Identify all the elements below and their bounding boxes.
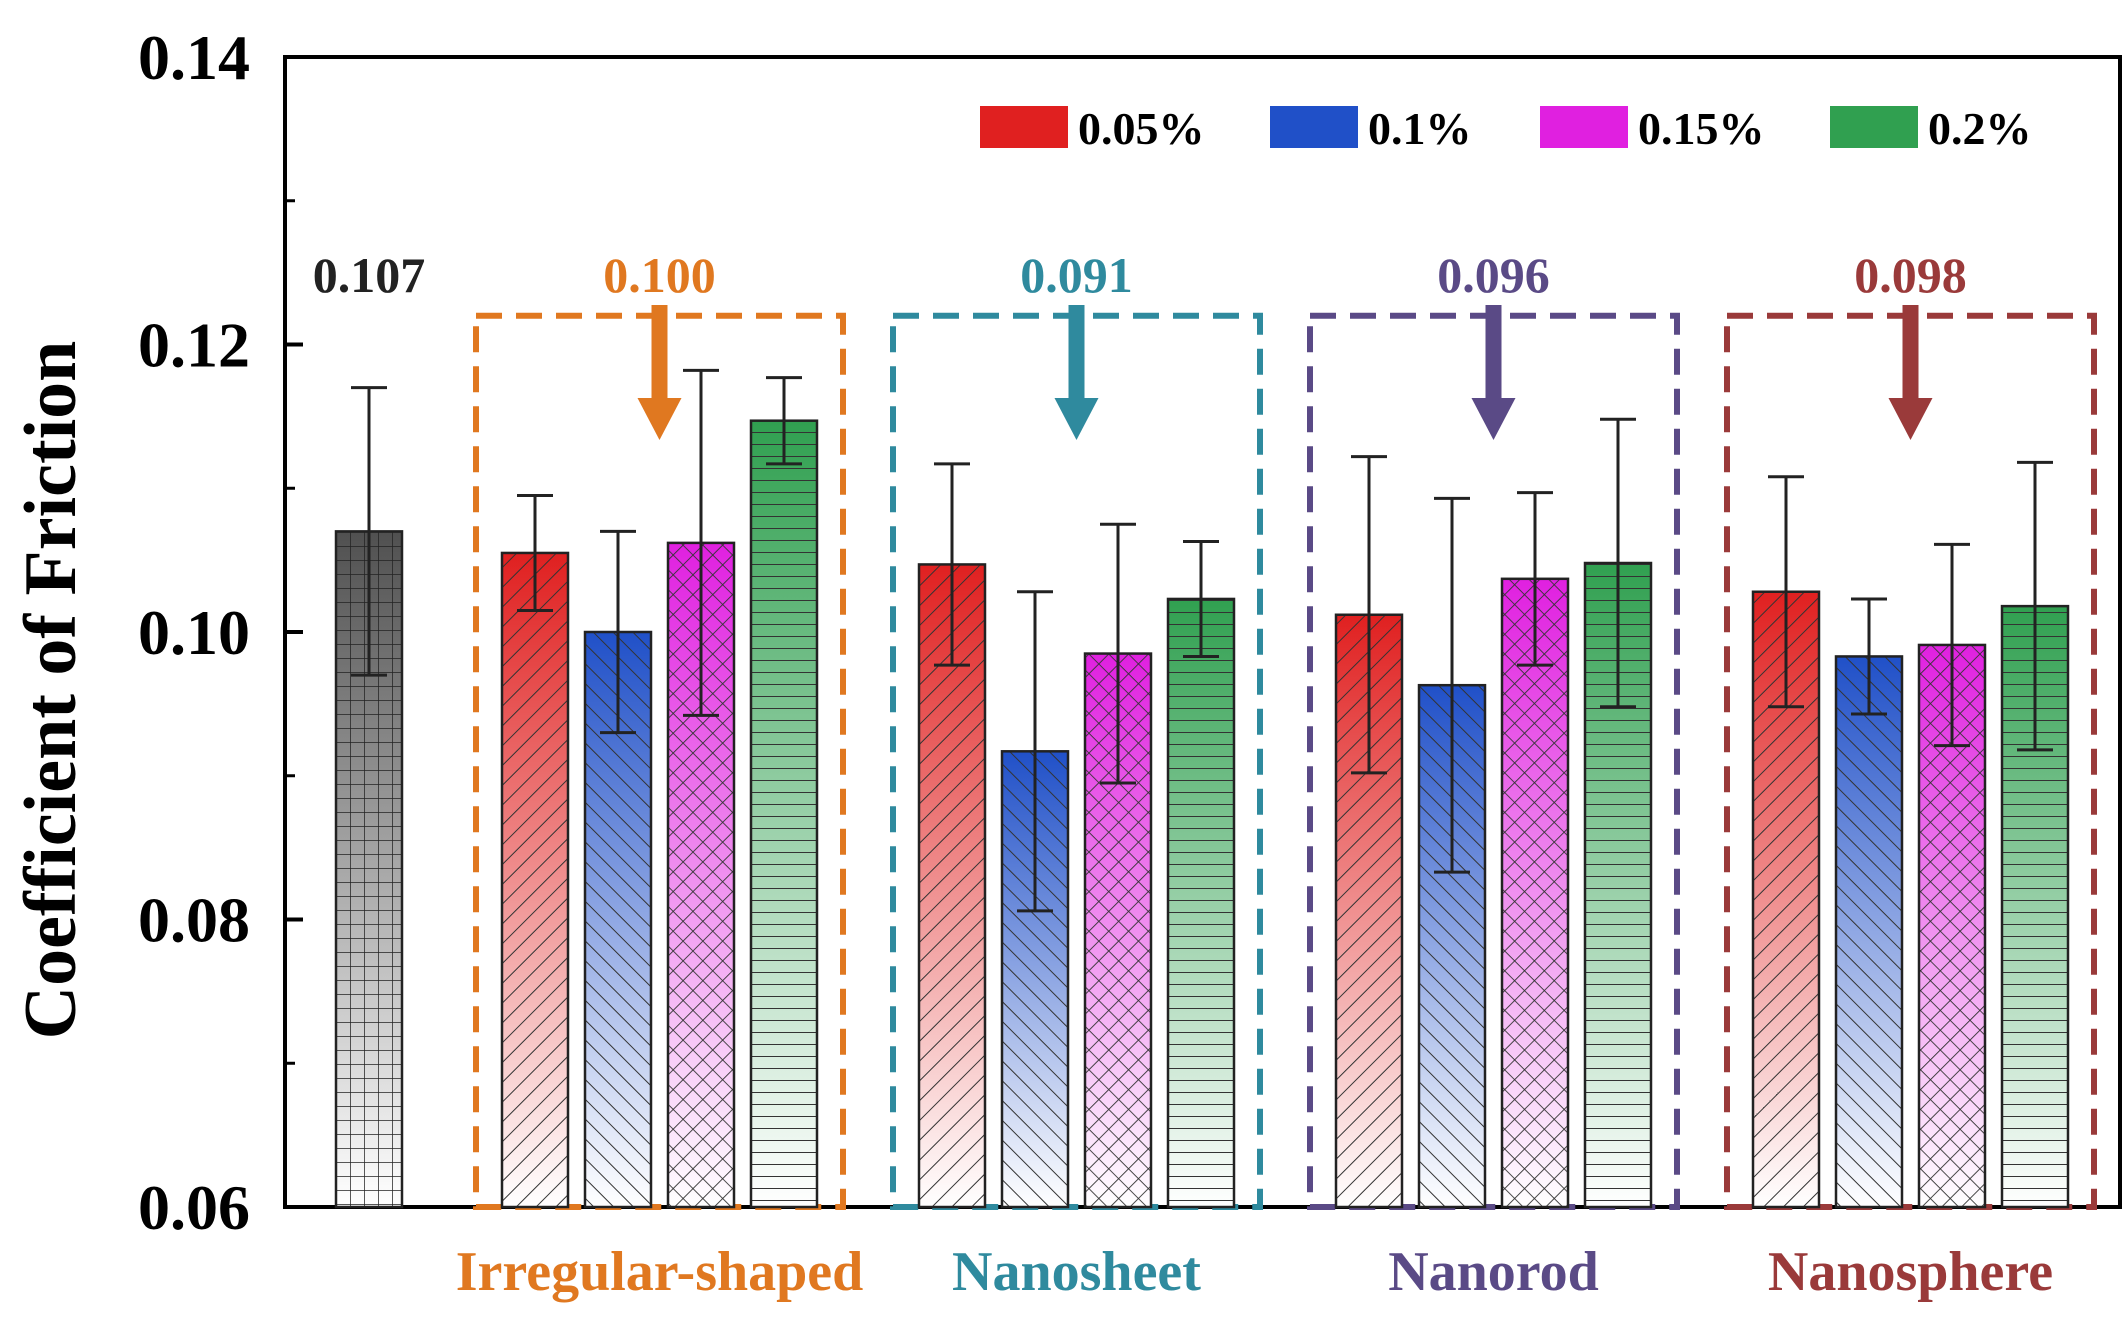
bar-0-3-outline	[749, 419, 819, 1209]
down-arrow-icon	[1485, 305, 1502, 400]
bar-2-3	[1583, 417, 1653, 1209]
y-tick-label: 0.06	[138, 1172, 250, 1243]
y-axis-title: Coefficient of Friction	[10, 341, 92, 1040]
bar-0-1	[583, 529, 653, 1209]
down-arrow-head-icon	[1471, 398, 1516, 440]
y-tick-label: 0.14	[138, 22, 250, 93]
y-tick-label: 0.08	[138, 885, 250, 956]
down-arrow-icon	[1068, 305, 1085, 400]
bar-0-2	[666, 368, 736, 1209]
bar-0-3	[749, 376, 819, 1209]
x-category-label: Nanosphere	[1768, 1241, 2053, 1303]
group-average-label: 0.091	[1020, 247, 1133, 303]
bar-0-0-outline	[500, 551, 570, 1209]
bar-3-1-outline	[1834, 655, 1904, 1209]
bar-1-0	[917, 462, 987, 1209]
down-arrow-head-icon	[1054, 398, 1099, 440]
bar-3-2	[1917, 542, 1987, 1209]
down-arrow-head-icon	[1888, 398, 1933, 440]
bar-2-2	[1500, 491, 1570, 1209]
legend-swatch-0	[980, 106, 1068, 148]
x-category-label: Irregular-shaped	[456, 1241, 864, 1303]
baseline-bar-outline	[334, 530, 404, 1209]
bar-1-3	[1166, 539, 1236, 1209]
bar-3-0	[1751, 475, 1821, 1209]
x-category-label: Nanorod	[1388, 1241, 1599, 1303]
bar-2-1	[1417, 496, 1487, 1209]
legend-label-1: 0.1%	[1368, 103, 1472, 154]
bar-2-0	[1334, 455, 1404, 1209]
group-average-label: 0.098	[1854, 247, 1967, 303]
down-arrow-head-icon	[637, 398, 682, 440]
baseline-value-label: 0.107	[313, 247, 426, 303]
legend-swatch-2	[1540, 106, 1628, 148]
bar-3-1	[1834, 597, 1904, 1209]
legend-label-2: 0.15%	[1638, 103, 1765, 154]
y-tick-label: 0.12	[138, 310, 250, 381]
baseline-bar	[334, 386, 404, 1209]
bar-1-3-outline	[1166, 597, 1236, 1209]
legend-swatch-3	[1830, 106, 1918, 148]
bar-1-2	[1083, 522, 1153, 1209]
bar-0-0	[500, 493, 570, 1209]
y-tick-label: 0.10	[138, 597, 250, 668]
x-category-label: Nanosheet	[952, 1241, 1201, 1303]
legend-label-0: 0.05%	[1078, 103, 1205, 154]
down-arrow-icon	[651, 305, 668, 400]
down-arrow-icon	[1902, 305, 1919, 400]
legend-swatch-1	[1270, 106, 1358, 148]
bar-2-2-outline	[1500, 577, 1570, 1209]
group-average-label: 0.100	[603, 247, 716, 303]
bar-3-3	[2000, 460, 2070, 1209]
bar-1-1	[1000, 590, 1070, 1209]
legend-label-3: 0.2%	[1928, 103, 2032, 154]
group-average-label: 0.096	[1437, 247, 1550, 303]
